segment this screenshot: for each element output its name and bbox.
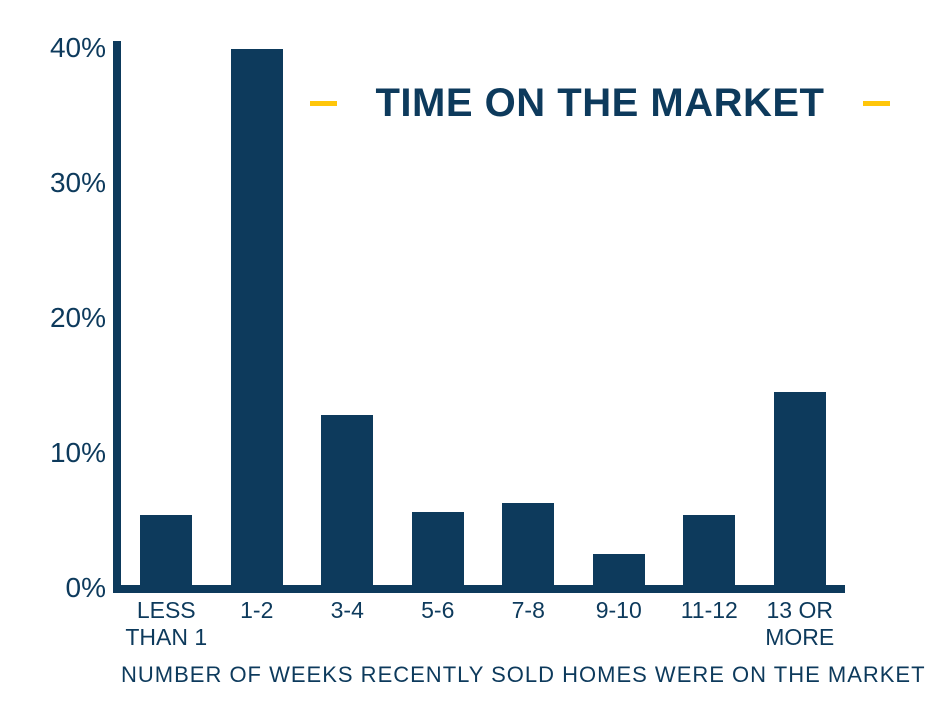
y-tick-label: 20% xyxy=(49,302,106,333)
y-axis-tick-labels: 40% 30% 20% 10% 0% xyxy=(0,0,106,720)
y-tick-label: 40% xyxy=(49,32,106,63)
x-category-label: 9-10 xyxy=(595,597,642,623)
chart-title-row: TIME ON THE MARKET xyxy=(310,78,890,128)
x-category-label: 7-8 xyxy=(511,597,545,623)
bar xyxy=(411,512,464,588)
x-axis-caption: NUMBER OF WEEKS RECENTLY SOLD HOMES WERE… xyxy=(121,662,926,687)
y-axis-line xyxy=(113,41,121,593)
bar xyxy=(773,392,826,588)
x-category-label: 3-4 xyxy=(330,597,364,623)
bar xyxy=(140,515,193,588)
x-axis-line xyxy=(113,585,845,593)
y-tick-label: 30% xyxy=(49,167,106,198)
chart-title: TIME ON THE MARKET xyxy=(375,80,825,125)
bar xyxy=(592,554,645,588)
x-category-label: 5-6 xyxy=(421,597,455,623)
bar xyxy=(502,502,555,588)
title-dash-right-icon xyxy=(862,100,890,106)
bar xyxy=(321,415,374,588)
x-category-label: LESS THAN 1 xyxy=(125,597,208,650)
title-dash-left-icon xyxy=(310,100,337,106)
x-category-label: 11-12 xyxy=(680,597,738,623)
bar xyxy=(230,49,283,588)
y-tick-label: 10% xyxy=(49,437,106,468)
x-category-label: 1-2 xyxy=(240,597,274,623)
x-category-label: 13 OR MORE xyxy=(765,597,835,650)
bar xyxy=(683,515,736,588)
y-tick-label: 0% xyxy=(65,572,106,603)
